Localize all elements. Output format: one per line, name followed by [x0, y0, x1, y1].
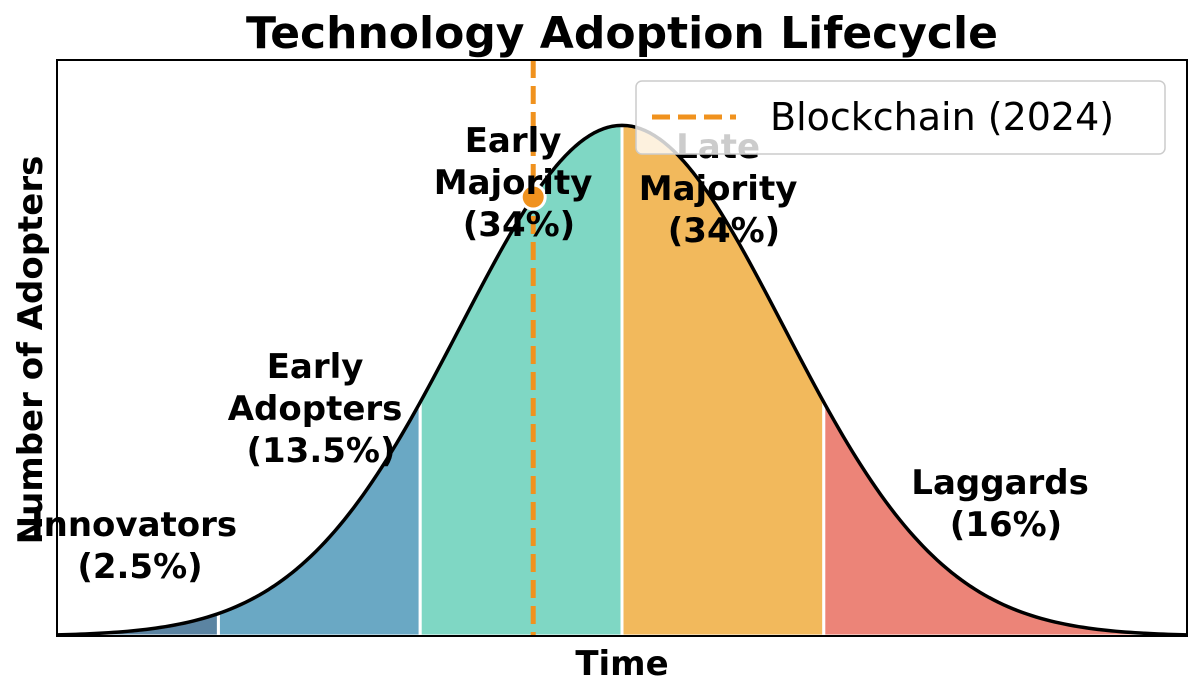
legend-label: Blockchain (2024): [770, 95, 1114, 139]
label-laggards-share: (16%): [950, 505, 1062, 545]
plot-frame: [56, 59, 1188, 637]
legend: Blockchain (2024): [635, 80, 1166, 155]
marker-point-blockchain: [519, 183, 547, 211]
label-early-majority-share: (34%): [463, 205, 575, 245]
label-laggards-name: Laggards: [911, 463, 1089, 503]
label-innovators: Innovators (2.5%): [31, 505, 249, 587]
y-axis-label: Number of Adopters: [11, 156, 51, 545]
label-laggards: Laggards (16%): [911, 463, 1100, 545]
label-late-majority-line2: Majority: [639, 169, 798, 209]
adoption-curve: [56, 123, 1188, 637]
label-early-majority: Early Majority (34%): [434, 121, 604, 245]
label-innovators-name: Innovators: [31, 505, 237, 545]
label-early-adopters-line2: Adopters: [228, 389, 403, 429]
x-axis-label: Time: [575, 644, 668, 684]
chart-title: Technology Adoption Lifecycle: [246, 8, 998, 59]
label-early-adopters-share: (13.5%): [246, 431, 395, 471]
label-early-adopters: Early Adopters (13.5%): [228, 347, 415, 471]
label-early-adopters-line1: Early: [267, 347, 364, 387]
label-early-majority-line2: Majority: [434, 163, 593, 203]
label-late-majority-share: (34%): [668, 211, 780, 251]
label-innovators-share: (2.5%): [77, 547, 202, 587]
label-early-majority-line1: Early: [465, 121, 562, 161]
legend-box: [635, 80, 1166, 155]
plot-area: [55, 60, 1189, 638]
